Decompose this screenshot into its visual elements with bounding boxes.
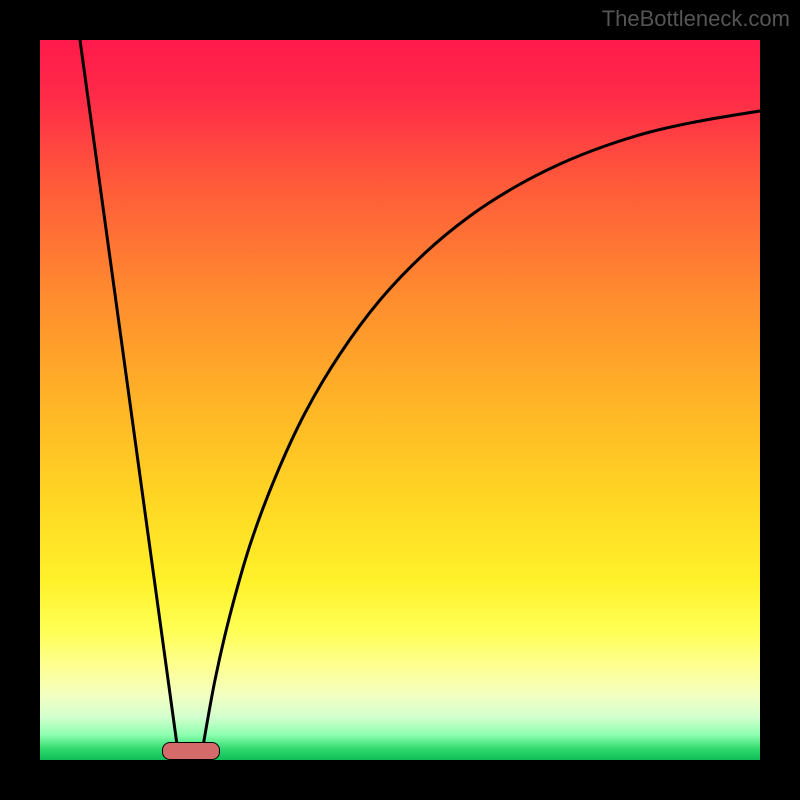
plot-area <box>40 40 760 760</box>
bottleneck-curves-svg <box>40 40 760 760</box>
curve-left-line <box>80 40 178 752</box>
watermark-text: TheBottleneck.com <box>602 6 790 32</box>
curve-right-asymptote <box>202 111 760 752</box>
chart-frame: TheBottleneck.com <box>0 0 800 800</box>
optimal-range-marker <box>162 742 220 760</box>
